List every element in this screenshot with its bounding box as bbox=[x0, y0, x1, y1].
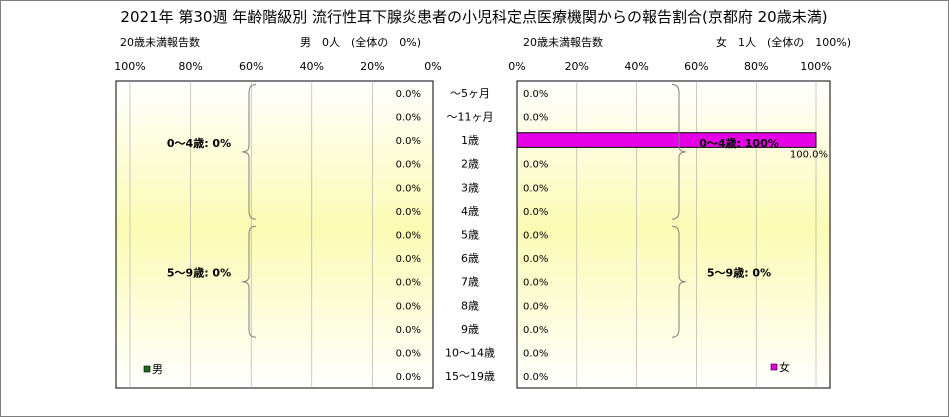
right-value-label: 0.0% bbox=[523, 183, 548, 194]
right-value-label: 0.0% bbox=[523, 160, 548, 171]
left-axis-tick: 80% bbox=[178, 60, 202, 73]
category-label: 10～14歳 bbox=[445, 347, 495, 360]
left-legend-swatch bbox=[143, 365, 151, 373]
right-axis-tick: 60% bbox=[684, 60, 708, 73]
category-label: 1歳 bbox=[461, 134, 479, 147]
right-value-label: 0.0% bbox=[523, 301, 548, 312]
right-legend-label: 女 bbox=[779, 360, 790, 374]
category-label: 8歳 bbox=[461, 299, 479, 312]
category-label: 4歳 bbox=[461, 205, 479, 218]
left-legend-label: 男 bbox=[152, 363, 163, 376]
category-label: 6歳 bbox=[461, 252, 479, 265]
left-value-label: 0.0% bbox=[396, 89, 421, 100]
left-plot-area bbox=[115, 80, 434, 389]
right-group-brace bbox=[671, 225, 687, 338]
right-value-label: 0.0% bbox=[523, 254, 548, 265]
left-value-label: 0.0% bbox=[396, 254, 421, 265]
right-value-label: 0.0% bbox=[523, 372, 548, 383]
left-axis-tick: 60% bbox=[239, 60, 263, 73]
right-axis-tick: 20% bbox=[565, 60, 589, 73]
left-axis-tick: 20% bbox=[360, 60, 384, 73]
left-axis-tick: 100% bbox=[114, 60, 145, 73]
left-value-label: 0.0% bbox=[396, 136, 421, 147]
left-value-label: 0.0% bbox=[396, 231, 421, 242]
left-axis-tick: 0% bbox=[424, 60, 441, 73]
right-axis-tick: 100% bbox=[800, 60, 831, 73]
category-label: 9歳 bbox=[461, 323, 479, 336]
category-label: 3歳 bbox=[461, 181, 479, 194]
right-axis-tick: 40% bbox=[624, 60, 648, 73]
right-value-label: 0.0% bbox=[523, 349, 548, 360]
right-value-label: 0.0% bbox=[523, 231, 548, 242]
right-value-label: 100.0% bbox=[790, 149, 828, 160]
left-value-label: 0.0% bbox=[396, 160, 421, 171]
category-label: 2歳 bbox=[461, 158, 479, 171]
right-value-label: 0.0% bbox=[523, 325, 548, 336]
right-axis-tick: 0% bbox=[508, 60, 525, 73]
category-label: ～5ヶ月 bbox=[450, 87, 490, 100]
right-group-label: 5～9歳: 0% bbox=[707, 266, 771, 280]
left-value-label: 0.0% bbox=[396, 325, 421, 336]
left-group-label: 0～4歳: 0% bbox=[167, 136, 231, 150]
left-value-label: 0.0% bbox=[396, 301, 421, 312]
left-axis-tick: 40% bbox=[300, 60, 324, 73]
right-axis-tick: 80% bbox=[744, 60, 768, 73]
category-label: 5歳 bbox=[461, 229, 479, 242]
chart-title: 2021年 第30週 年齢階級別 流行性耳下腺炎患者の小児科定点医療機関からの報… bbox=[120, 8, 827, 26]
left-group-brace bbox=[241, 225, 257, 338]
left-value-label: 0.0% bbox=[396, 207, 421, 218]
left-value-label: 0.0% bbox=[396, 278, 421, 289]
right-value-label: 0.0% bbox=[523, 207, 548, 218]
right-group-label: 0～4歳: 100% bbox=[699, 136, 779, 150]
right-subtitle: 20歳未満報告数 bbox=[523, 36, 603, 49]
right-plot-area bbox=[516, 80, 831, 389]
left-subtitle: 20歳未満報告数 bbox=[120, 36, 200, 49]
right-value-label: 0.0% bbox=[523, 89, 548, 100]
right-total: 女 1人 (全体の 100%) bbox=[716, 35, 851, 49]
right-value-label: 0.0% bbox=[523, 112, 548, 123]
right-bar bbox=[516, 132, 817, 148]
right-value-label: 0.0% bbox=[523, 278, 548, 289]
right-legend-swatch bbox=[770, 363, 778, 371]
left-value-label: 0.0% bbox=[396, 372, 421, 383]
left-group-brace bbox=[241, 84, 257, 220]
category-label: ～11ヶ月 bbox=[447, 110, 494, 123]
right-group-brace bbox=[671, 84, 687, 220]
left-value-label: 0.0% bbox=[396, 183, 421, 194]
left-total: 男 0人 (全体の 0%) bbox=[300, 35, 421, 49]
left-group-label: 5～9歳: 0% bbox=[167, 266, 231, 280]
left-value-label: 0.0% bbox=[396, 349, 421, 360]
category-label: 15～19歳 bbox=[445, 370, 495, 383]
category-label: 7歳 bbox=[461, 276, 479, 289]
left-value-label: 0.0% bbox=[396, 112, 421, 123]
